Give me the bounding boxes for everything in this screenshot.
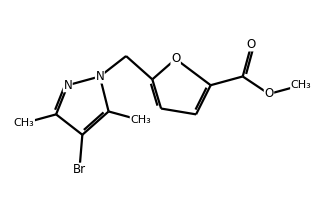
Text: CH₃: CH₃ bbox=[130, 115, 151, 125]
Text: O: O bbox=[247, 38, 256, 51]
Text: N: N bbox=[63, 79, 72, 92]
Text: O: O bbox=[171, 52, 180, 66]
Text: Br: Br bbox=[73, 163, 86, 176]
Text: CH₃: CH₃ bbox=[14, 118, 34, 128]
Text: O: O bbox=[264, 88, 274, 101]
Text: N: N bbox=[95, 70, 104, 83]
Text: CH₃: CH₃ bbox=[291, 80, 311, 90]
